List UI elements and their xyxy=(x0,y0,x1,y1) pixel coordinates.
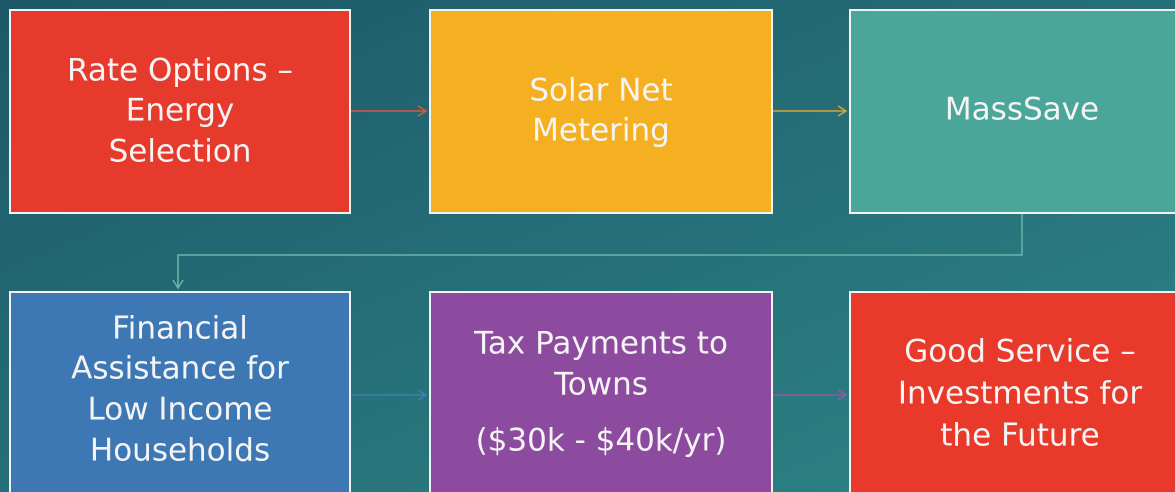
node-label: Low Income xyxy=(88,392,273,428)
box xyxy=(429,291,773,492)
arrow xyxy=(350,105,428,117)
node-label: MassSave xyxy=(945,92,1099,128)
node-label: the Future xyxy=(940,418,1099,454)
arrow xyxy=(772,389,848,401)
box xyxy=(849,9,1175,214)
arrow xyxy=(172,213,1023,290)
node-label: ($30k - $40k/yr) xyxy=(476,423,727,459)
node-label: Metering xyxy=(532,113,670,149)
arrow xyxy=(350,389,428,401)
node-label: Towns xyxy=(553,367,648,403)
connectors xyxy=(172,105,1023,401)
node-label: Financial xyxy=(112,311,248,347)
node-label: Solar Net xyxy=(529,73,672,109)
node-label: Assistance for xyxy=(71,351,289,387)
node-label: Rate Options – xyxy=(67,53,293,89)
node-label: Households xyxy=(90,433,270,469)
node-label: Energy xyxy=(126,93,235,129)
labels: Rate Options – Energy Selection Solar Net Me… xyxy=(67,53,1142,469)
node-label: Good Service – xyxy=(904,334,1135,370)
arrow xyxy=(772,105,848,117)
node-label: Selection xyxy=(109,134,252,170)
node-label: Investments for xyxy=(898,376,1142,412)
node-label: Tax Payments to xyxy=(473,326,728,362)
box xyxy=(9,9,351,214)
box xyxy=(429,9,773,214)
box xyxy=(849,291,1175,492)
box xyxy=(9,291,351,492)
